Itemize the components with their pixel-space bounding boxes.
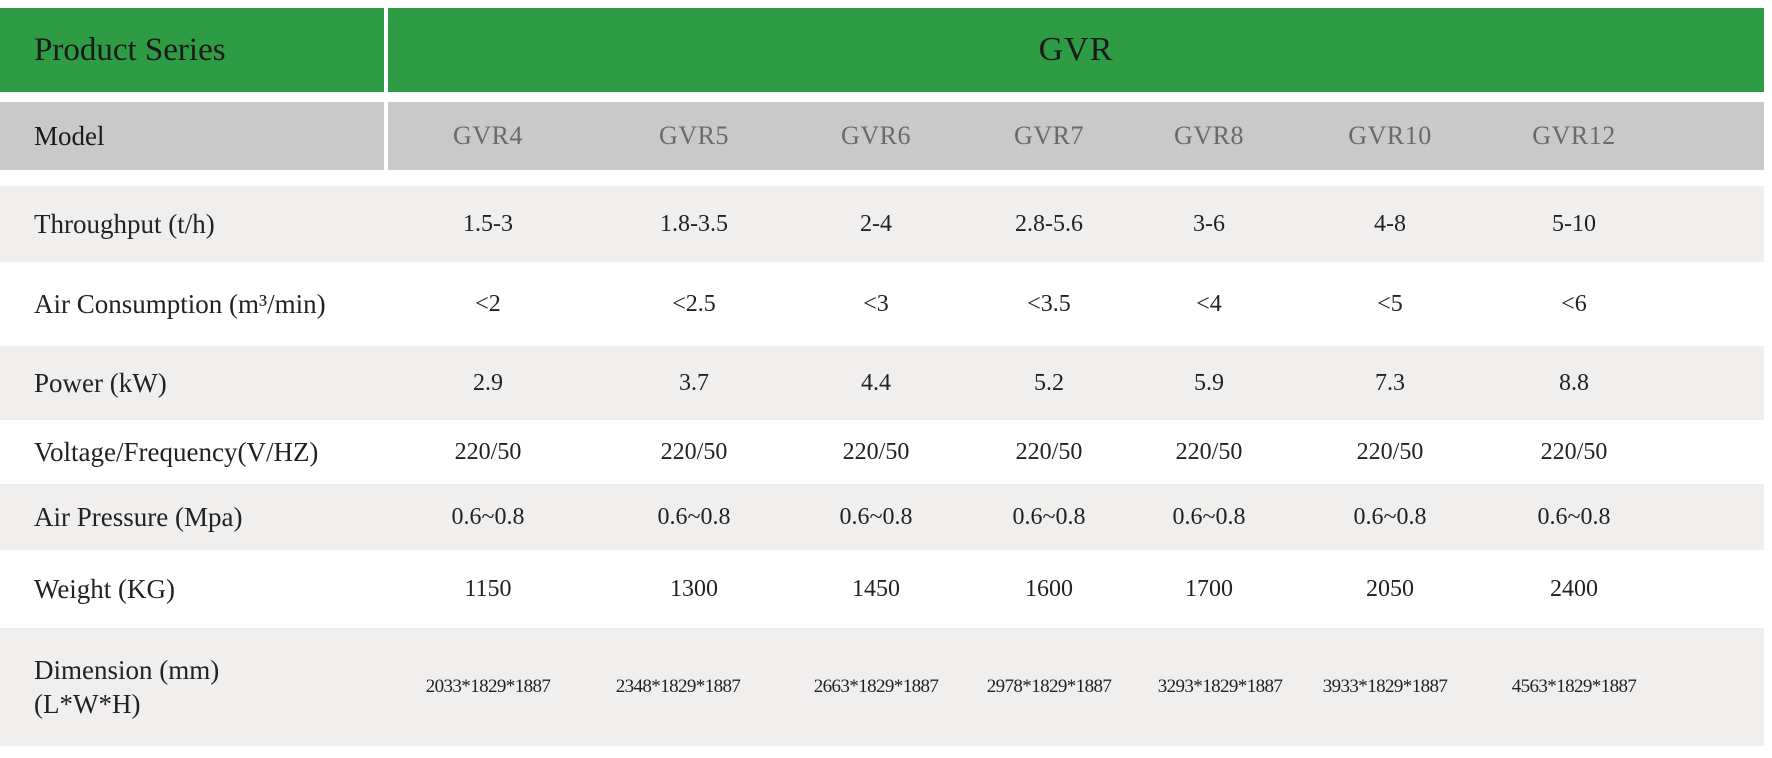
spec-cell: <3 [863, 290, 889, 317]
spec-cell: 1700 [1185, 575, 1233, 602]
spec-cell: 1600 [1025, 575, 1073, 602]
spec-cell: 0.6~0.8 [1172, 503, 1246, 530]
spec-cell: 1.5-3 [463, 210, 513, 237]
spec-cell: 0.6~0.8 [839, 503, 913, 530]
series-label: Product Series [34, 31, 226, 68]
spec-cell: 3-6 [1193, 210, 1225, 237]
spec-cell: 0.6~0.8 [1537, 503, 1611, 530]
spec-cell: 220/50 [842, 438, 910, 465]
spec-cell: 1450 [852, 575, 900, 602]
model-header-row: Model [0, 102, 1764, 170]
spec-row [0, 484, 1764, 550]
spec-row-label: Throughput (t/h) [34, 208, 215, 239]
spec-cell: 3.7 [679, 369, 709, 396]
spec-cell: 220/50 [660, 438, 728, 465]
dimension-cell: 2033*1829*1887 [425, 676, 551, 697]
dimension-cell: 4563*1829*1887 [1511, 676, 1637, 697]
spec-row-label: Air Pressure (Mpa) [34, 501, 243, 532]
spec-cell: 4-8 [1374, 210, 1406, 237]
dimension-cell: 2663*1829*1887 [813, 676, 939, 697]
spec-cell: 1.8-3.5 [660, 210, 728, 237]
spec-cell: 2.9 [473, 369, 503, 396]
model-cell: GVR12 [1532, 121, 1616, 150]
spec-cell: 5.9 [1194, 369, 1224, 396]
spec-cell: 5-10 [1552, 210, 1596, 237]
spec-cell: 4.4 [861, 369, 891, 396]
spec-cell: 220/50 [1356, 438, 1424, 465]
spec-cell: <5 [1377, 290, 1403, 317]
dimension-label: Dimension (mm) (L*W*H) [34, 628, 219, 746]
series-header: Product Series [0, 8, 1764, 92]
spec-cell: 0.6~0.8 [451, 503, 525, 530]
spec-row-label: Weight (KG) [34, 573, 176, 604]
model-divider [384, 102, 388, 170]
spec-cell: 8.8 [1559, 369, 1589, 396]
spec-cell: <4 [1196, 290, 1222, 317]
dimension-label-line2: (L*W*H) [34, 689, 141, 719]
spec-row-label: Voltage/Frequency(V/HZ) [34, 436, 319, 467]
spec-row [0, 186, 1764, 262]
series-divider [384, 8, 388, 92]
dimension-cell: 2348*1829*1887 [615, 676, 741, 697]
spec-row [0, 346, 1764, 420]
series-value: GVR [1038, 31, 1114, 68]
model-cell: GVR10 [1348, 121, 1432, 150]
spec-cell: 220/50 [1540, 438, 1608, 465]
dimension-row [0, 628, 1764, 746]
spec-cell: 220/50 [1175, 438, 1243, 465]
spec-cell: 7.3 [1375, 369, 1405, 396]
dimension-cell: 2978*1829*1887 [986, 676, 1112, 697]
spec-cell: 2400 [1550, 575, 1598, 602]
model-label: Model [34, 120, 105, 151]
spec-cell: 5.2 [1034, 369, 1064, 396]
dimension-label-line1: Dimension (mm) [34, 655, 220, 685]
spec-cell: 2.8-5.6 [1015, 210, 1083, 237]
spec-row-label: Power (kW) [34, 367, 167, 398]
spec-cell: 0.6~0.8 [1353, 503, 1427, 530]
model-cell: GVR5 [659, 121, 729, 150]
model-cell: GVR8 [1174, 121, 1244, 150]
spec-cell: 220/50 [1015, 438, 1083, 465]
spec-cell: 1150 [464, 575, 512, 602]
spec-cell: <2 [475, 290, 501, 317]
spec-cell: 220/50 [454, 438, 522, 465]
spec-cell: 1300 [670, 575, 718, 602]
spec-row-label: Air Consumption (m³/min) [34, 288, 326, 319]
spec-cell: 2-4 [860, 210, 892, 237]
spec-cell: 0.6~0.8 [657, 503, 731, 530]
spec-cell: <2.5 [672, 290, 716, 317]
model-cell: GVR4 [453, 121, 523, 150]
spec-cell: <3.5 [1027, 290, 1071, 317]
spec-cell: 0.6~0.8 [1012, 503, 1086, 530]
dimension-cell: 3293*1829*1887 [1157, 676, 1283, 697]
dimension-cell: 3933*1829*1887 [1322, 676, 1448, 697]
model-cell: GVR6 [841, 121, 911, 150]
spec-cell: 2050 [1366, 575, 1414, 602]
model-cell: GVR7 [1014, 121, 1084, 150]
spec-cell: <6 [1561, 290, 1587, 317]
